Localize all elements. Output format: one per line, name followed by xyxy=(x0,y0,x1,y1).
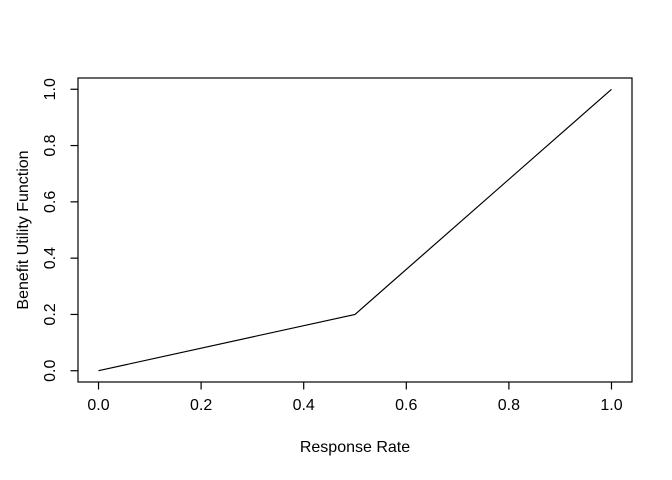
x-tick-label: 0.4 xyxy=(293,397,315,414)
y-tick-label: 0.6 xyxy=(42,191,59,213)
x-tick-label: 1.0 xyxy=(600,397,622,414)
y-tick-label: 1.0 xyxy=(42,78,59,100)
x-tick-label: 0.8 xyxy=(498,397,520,414)
x-axis-ticks: 0.0 0.2 0.4 0.6 0.8 1.0 xyxy=(87,382,623,414)
data-line xyxy=(98,88,612,372)
y-tick-label: 0.0 xyxy=(42,360,59,382)
y-tick-label: 0.8 xyxy=(42,134,59,156)
plot-box xyxy=(77,77,633,383)
y-tick-label: 0.4 xyxy=(42,247,59,269)
x-tick-label: 0.0 xyxy=(87,397,109,414)
y-axis-ticks: 0.0 0.2 0.4 0.6 0.8 1.0 xyxy=(42,78,78,382)
x-tick-label: 0.6 xyxy=(395,397,417,414)
x-tick-label: 0.2 xyxy=(190,397,212,414)
x-axis-title: Response Rate xyxy=(300,439,410,456)
y-axis-title: Benefit Utility Function xyxy=(15,150,32,309)
y-tick-label: 0.2 xyxy=(42,303,59,325)
